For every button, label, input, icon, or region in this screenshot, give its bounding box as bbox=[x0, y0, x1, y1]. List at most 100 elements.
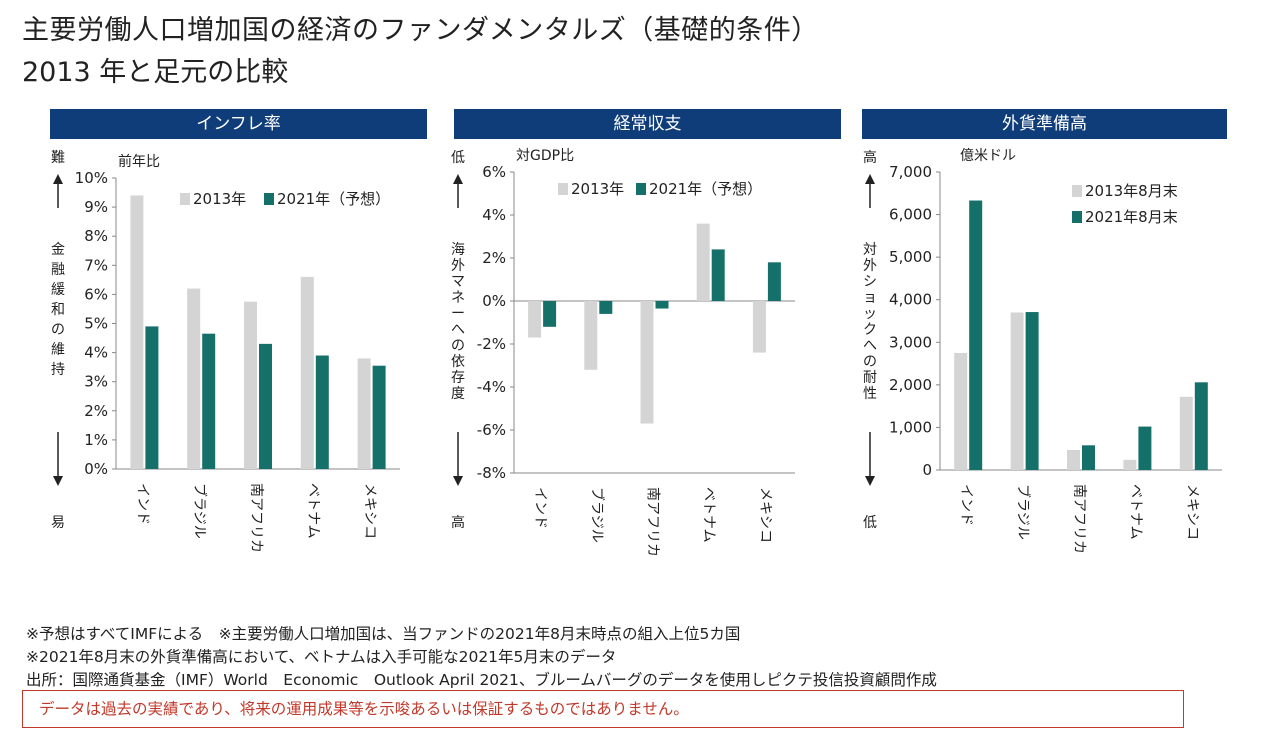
y-tick-label: 10% bbox=[75, 169, 108, 187]
side-label-char: シ bbox=[863, 274, 877, 290]
x-category-label: インド bbox=[958, 484, 974, 526]
bar-series1 bbox=[1067, 449, 1080, 470]
legend-swatch bbox=[558, 183, 568, 195]
y-tick-label: 4% bbox=[482, 206, 506, 224]
side-label-char: ッ bbox=[863, 306, 877, 322]
bar-series1 bbox=[1179, 396, 1193, 470]
side-arrow-up-head bbox=[865, 174, 875, 184]
side-label-char: ー bbox=[451, 306, 465, 322]
side-label-char: 持 bbox=[51, 362, 65, 378]
legend-label: 2021年（予想） bbox=[649, 180, 762, 198]
side-bottom-label: 易 bbox=[51, 515, 65, 531]
bar-series1 bbox=[1010, 312, 1024, 470]
legend-label: 2021年8月末 bbox=[1085, 208, 1178, 226]
x-category-label: ブラジル bbox=[588, 487, 605, 543]
x-category-label: 南アフリカ bbox=[645, 487, 661, 557]
bar-series2 bbox=[1082, 445, 1095, 470]
side-top-label: 低 bbox=[451, 150, 465, 166]
side-label-char: 外 bbox=[451, 258, 465, 274]
legend-label: 2013年 bbox=[193, 190, 246, 208]
y-tick-label: 1% bbox=[84, 431, 108, 449]
side-label-char: 存 bbox=[451, 370, 465, 386]
unit-label: 億米ドル bbox=[960, 148, 1016, 164]
side-label-char: の bbox=[451, 338, 465, 354]
side-label-char: へ bbox=[451, 322, 465, 338]
panel-header-current-account: 経常収支 bbox=[454, 109, 841, 139]
panel-header-fx-reserves: 外貨準備高 bbox=[862, 109, 1227, 139]
x-category-label: ブラジル bbox=[1015, 484, 1032, 540]
side-arrow-down-head bbox=[53, 476, 63, 486]
x-category-label: ベトナム bbox=[1127, 484, 1143, 540]
y-tick-label: 3,000 bbox=[889, 333, 932, 351]
side-label-char: の bbox=[863, 354, 877, 370]
x-category-label: 南アフリカ bbox=[248, 483, 264, 553]
y-tick-label: -4% bbox=[477, 378, 506, 396]
side-arrow-up-head bbox=[453, 174, 463, 184]
side-label-char: 維 bbox=[51, 342, 65, 358]
y-tick-label: -6% bbox=[477, 421, 506, 439]
note-line-2: ※2021年8月末の外貨準備高において、ベトナムは入手可能な2021年5月末のデ… bbox=[26, 648, 617, 666]
y-tick-label: 6% bbox=[482, 163, 506, 181]
x-category-label: ベトナム bbox=[305, 483, 321, 539]
bar-series1 bbox=[528, 301, 542, 338]
note-line-1: ※予想はすべてIMFによる ※主要労働人口増加国は、当ファンドの2021年8月末… bbox=[26, 625, 741, 643]
y-tick-label: 8% bbox=[84, 227, 108, 245]
y-tick-label: 0% bbox=[482, 292, 506, 310]
disclaimer-box: データは過去の実績であり、将来の運用成果等を示唆あるいは保証するものではありませ… bbox=[22, 690, 1184, 728]
legend-swatch bbox=[180, 193, 190, 205]
page-subtitle: 2013 年と足元の比較 bbox=[22, 57, 289, 88]
y-tick-label: 4% bbox=[84, 344, 108, 362]
side-arrow-down-head bbox=[865, 476, 875, 486]
side-label-char: 依 bbox=[451, 354, 465, 370]
bar-series2 bbox=[259, 343, 272, 469]
y-tick-label: 5% bbox=[84, 315, 108, 333]
bar-series2 bbox=[202, 333, 216, 469]
side-label-char: 海 bbox=[451, 242, 465, 258]
legend-swatch bbox=[1072, 185, 1082, 197]
panel-header-inflation: インフレ率 bbox=[50, 109, 427, 139]
bar-series2 bbox=[1138, 426, 1152, 470]
bar-series2 bbox=[372, 365, 386, 469]
side-label-char: の bbox=[51, 322, 65, 338]
x-category-label: ブラジル bbox=[191, 483, 208, 539]
bar-series1 bbox=[696, 223, 710, 301]
bar-series1 bbox=[187, 288, 201, 469]
y-tick-label: -2% bbox=[477, 335, 506, 353]
side-label-char: 金 bbox=[51, 242, 65, 258]
side-label-char: ク bbox=[863, 322, 877, 338]
legend-label: 2021年（予想） bbox=[277, 190, 390, 208]
bar-series2 bbox=[969, 200, 983, 470]
side-label-char: ネ bbox=[451, 290, 465, 306]
x-category-label: メキシコ bbox=[1184, 484, 1200, 540]
side-top-label: 高 bbox=[863, 149, 877, 166]
side-arrow-up-head bbox=[53, 174, 63, 184]
bar-series1 bbox=[300, 276, 314, 469]
y-tick-label: 2% bbox=[482, 249, 506, 267]
bar-series2 bbox=[1194, 382, 1208, 470]
bar-series2 bbox=[767, 262, 781, 301]
bar-series1 bbox=[640, 301, 654, 424]
y-tick-label: 2,000 bbox=[889, 376, 932, 394]
bar-series2 bbox=[543, 301, 557, 327]
legend-swatch bbox=[636, 183, 646, 195]
y-tick-label: 3% bbox=[84, 373, 108, 391]
y-tick-label: -8% bbox=[477, 464, 506, 482]
legend-label: 2013年 bbox=[571, 180, 624, 198]
bar-series1 bbox=[1123, 459, 1137, 470]
side-label-char: 耐 bbox=[863, 370, 877, 386]
page-title: 主要労働人口増加国の経済のファンダメンタルズ（基礎的条件） bbox=[22, 15, 819, 46]
source-line: 出所：国際通貨基金（IMF）World Economic Outlook Apr… bbox=[26, 671, 937, 689]
bar-series2 bbox=[315, 355, 329, 469]
x-category-label: メキシコ bbox=[362, 483, 378, 539]
bar-series2 bbox=[655, 301, 669, 309]
y-tick-label: 7,000 bbox=[889, 163, 932, 181]
side-top-label: 難 bbox=[51, 150, 65, 166]
x-category-label: ベトナム bbox=[701, 487, 717, 543]
side-label-char: ョ bbox=[863, 290, 877, 306]
unit-label: 前年比 bbox=[118, 153, 160, 170]
fx-reserves-chart: 0 1,000 2,000 3,000 4,000 5,000 6,000 7,000 億米ドル… bbox=[863, 148, 1222, 554]
side-label-char: 度 bbox=[451, 386, 465, 402]
side-label-char: へ bbox=[863, 338, 877, 354]
side-label-char: 対 bbox=[863, 242, 877, 258]
